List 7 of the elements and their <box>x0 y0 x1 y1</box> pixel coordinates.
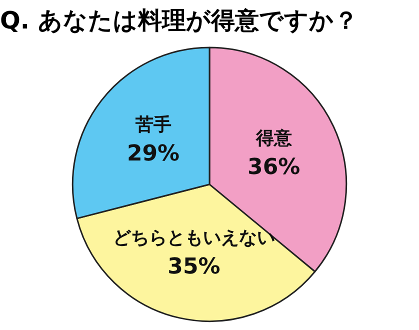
slice-label: 苦手 <box>134 114 172 136</box>
data-label: 35% <box>168 254 220 280</box>
data-label: 36% <box>248 154 300 180</box>
chart-title: Q. あなたは料理が得意ですか？ <box>0 6 358 35</box>
slice-label: 得意 <box>254 128 293 149</box>
slice-label: どちらともいえない <box>112 228 275 249</box>
data-label: 29% <box>126 142 180 167</box>
